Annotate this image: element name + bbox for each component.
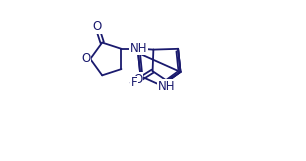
Text: O: O [93,20,102,33]
Text: F: F [131,76,138,89]
Text: NH: NH [130,42,147,55]
Text: O: O [134,73,143,86]
Text: O: O [81,52,91,66]
Text: NH: NH [157,80,175,93]
